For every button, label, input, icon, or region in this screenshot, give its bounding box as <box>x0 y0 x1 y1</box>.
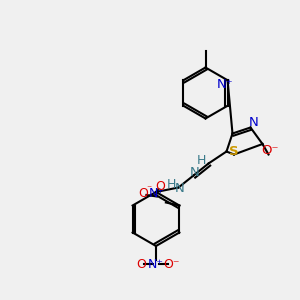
Text: H: H <box>196 154 206 167</box>
Text: O: O <box>138 187 148 200</box>
Text: N⁺: N⁺ <box>149 187 165 200</box>
Text: O⁻: O⁻ <box>163 257 179 271</box>
Text: N: N <box>249 116 258 130</box>
Text: O: O <box>155 179 165 193</box>
Text: O⁻: O⁻ <box>261 143 279 157</box>
Text: N: N <box>175 182 185 196</box>
Text: O: O <box>136 257 146 271</box>
Text: ⁻: ⁻ <box>146 184 151 195</box>
Text: N⁺: N⁺ <box>216 78 233 91</box>
Text: N⁺: N⁺ <box>148 257 164 271</box>
Text: H: H <box>166 178 176 191</box>
Text: S: S <box>229 145 239 158</box>
Text: N: N <box>190 166 200 179</box>
